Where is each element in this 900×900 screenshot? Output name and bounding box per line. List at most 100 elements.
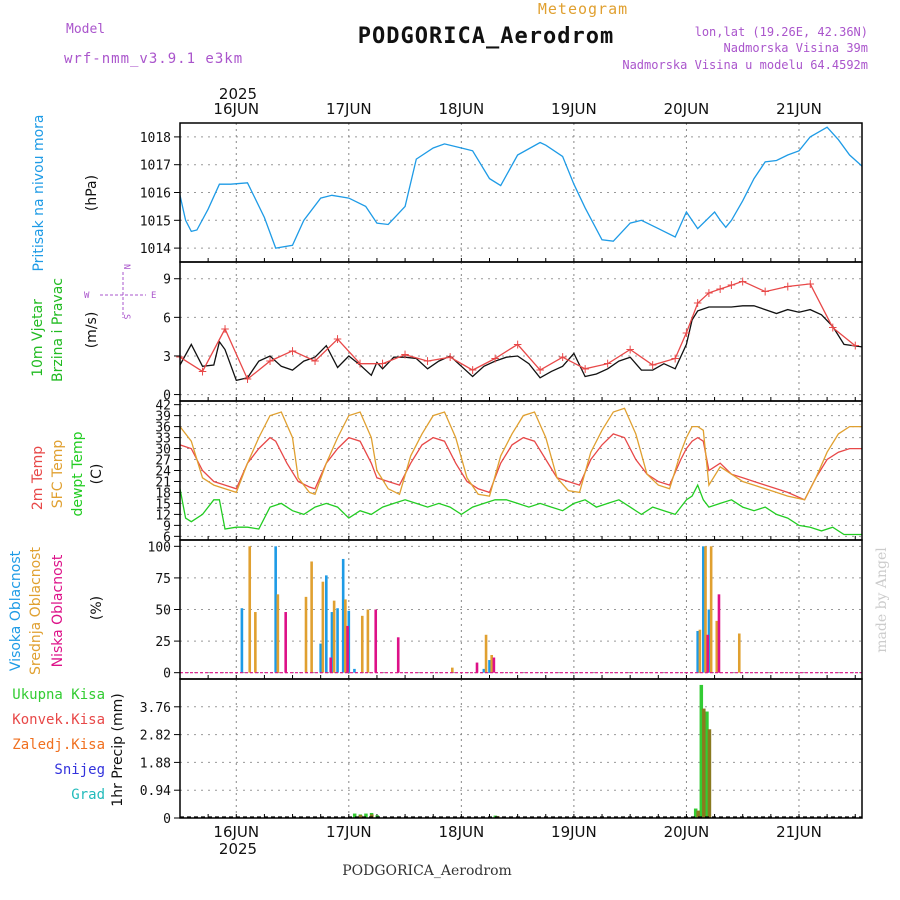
gust-marker: + xyxy=(242,372,252,386)
cloud-bar xyxy=(374,609,378,673)
precip-title: 1hr Precip (mm) xyxy=(110,693,126,806)
gust-marker: + xyxy=(197,364,207,378)
panel-frame xyxy=(179,539,863,680)
legend-convective-rain: Konvek.Kisa xyxy=(12,712,105,728)
cloud-bar xyxy=(248,546,252,673)
cloud-bar xyxy=(696,630,699,673)
y-tick-label: 1014 xyxy=(140,242,171,257)
meteogram-subtitle: Meteogram xyxy=(538,0,628,18)
cloud-bar xyxy=(329,657,333,673)
series-line xyxy=(179,126,863,249)
gust-marker: + xyxy=(760,285,770,299)
y-tick-label: 1015 xyxy=(140,214,171,229)
cloud-bar xyxy=(304,596,308,673)
y-tick-label: 1018 xyxy=(140,131,171,146)
gust-marker: + xyxy=(445,350,455,364)
gust-marker: + xyxy=(704,286,714,300)
gust-marker: + xyxy=(355,357,365,371)
cloud-bar xyxy=(698,629,702,673)
compass-w: W xyxy=(84,291,90,301)
gust-marker: + xyxy=(220,322,230,336)
cloud-bar xyxy=(254,612,257,673)
y-tick-label: 100 xyxy=(148,540,171,555)
cloud-bar xyxy=(490,654,493,673)
cloud-bar xyxy=(319,643,322,673)
credit-label: made by Angel xyxy=(874,547,890,653)
gust-marker: + xyxy=(265,354,275,368)
panel-frame xyxy=(179,678,863,819)
y-tick-label: 21 xyxy=(155,475,171,490)
y-tick-label: 0 xyxy=(163,812,171,827)
gust-marker: + xyxy=(423,354,433,368)
day-label-top: 21JUN xyxy=(776,100,822,118)
gust-marker: + xyxy=(738,274,748,288)
y-tick-label: 42 xyxy=(155,399,171,414)
precip-bar xyxy=(699,684,704,818)
gust-marker: + xyxy=(681,326,691,340)
y-tick-label: 15 xyxy=(155,497,171,512)
y-tick-label: 33 xyxy=(155,432,171,447)
cloud-bar xyxy=(284,612,287,673)
gust-marker: + xyxy=(625,343,635,357)
wind-title-line2: Brzina i Pravac xyxy=(50,278,66,382)
day-label-bottom: 17JUN xyxy=(326,823,372,841)
elevation-label: Nadmorska Visina 39m xyxy=(724,41,869,55)
y-tick-label: 1017 xyxy=(140,159,171,174)
temp-title-sfc: SFC Temp xyxy=(50,440,66,509)
panel-frame xyxy=(179,122,863,263)
cloud-bar xyxy=(325,575,328,673)
cloud-bar xyxy=(341,558,345,673)
cloud-bar xyxy=(366,609,370,673)
series-line xyxy=(179,305,863,382)
cloud-bar xyxy=(336,608,339,673)
cloud-bar xyxy=(709,546,713,673)
gust-marker: + xyxy=(670,352,680,366)
gust-marker: + xyxy=(378,357,388,371)
y-tick-label: 50 xyxy=(155,604,171,619)
temp-unit: (C) xyxy=(89,464,105,485)
cloud-bar xyxy=(704,546,707,673)
cloud-title-low: Niska Oblacnost xyxy=(50,554,66,667)
y-tick-label: 0.94 xyxy=(140,784,171,799)
precip-bar xyxy=(702,708,706,818)
series-line xyxy=(179,483,862,536)
precip-bar xyxy=(370,814,374,818)
cloud-bar xyxy=(492,657,496,673)
legend-frozen-rain: Zaledj.Kisa xyxy=(12,737,105,753)
precip-bar xyxy=(707,729,712,818)
series-line xyxy=(179,280,856,381)
precip-bar xyxy=(696,810,700,818)
gust-marker: + xyxy=(333,332,343,346)
wind-unit: (m/s) xyxy=(84,312,100,349)
gust-marker: + xyxy=(400,348,410,362)
lonlat-label: lon,lat (19.26E, 42.36N) xyxy=(695,25,868,39)
y-tick-label: 0 xyxy=(163,389,171,404)
year-label-top: 2025 xyxy=(219,85,257,103)
day-label-top: 17JUN xyxy=(326,100,372,118)
gust-marker: + xyxy=(715,282,725,296)
pressure-title: Pritisak na nivou mora xyxy=(31,114,47,271)
day-label-top: 19JUN xyxy=(551,100,597,118)
y-tick-label: 25 xyxy=(155,635,171,650)
cloud-bar xyxy=(344,599,347,673)
cloud-bar xyxy=(276,594,280,673)
y-tick-label: 24 xyxy=(155,465,171,480)
y-tick-label: 75 xyxy=(155,572,171,587)
gust-marker: + xyxy=(850,339,860,353)
cloud-bar xyxy=(360,615,364,673)
day-label-bottom: 16JUN xyxy=(213,823,259,841)
day-label-bottom: 21JUN xyxy=(776,823,822,841)
model-elevation-label: Nadmorska Visina u modelu 64.4592m xyxy=(622,58,868,72)
gust-marker: + xyxy=(603,357,613,371)
gust-marker: + xyxy=(783,279,793,293)
cloud-bar xyxy=(330,612,334,673)
gust-marker: + xyxy=(468,363,478,377)
cloud-bar xyxy=(488,660,491,673)
gust-marker: + xyxy=(805,277,815,291)
y-tick-label: 2.82 xyxy=(140,729,171,744)
wind-compass: W E N S xyxy=(84,264,156,319)
gust-marker: + xyxy=(513,337,523,351)
day-label-top: 18JUN xyxy=(438,100,484,118)
gust-marker: + xyxy=(490,352,500,366)
